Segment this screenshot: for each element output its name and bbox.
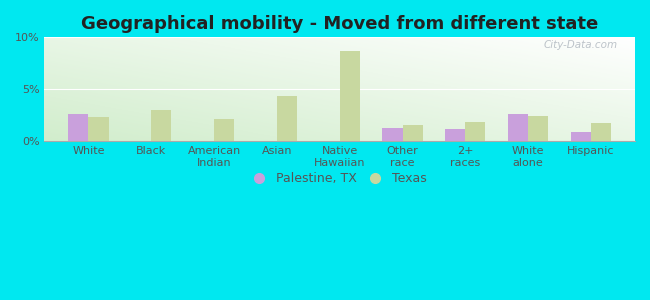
Bar (571, 132, 591, 141)
Bar (445, 129, 465, 141)
Bar (68, 114, 88, 141)
Bar (88, 117, 109, 141)
Bar (591, 124, 611, 141)
Bar (151, 110, 172, 141)
Text: City-Data.com: City-Data.com (543, 40, 618, 50)
Bar (214, 119, 234, 141)
Legend: Palestine, TX, Texas: Palestine, TX, Texas (250, 168, 430, 189)
Bar (402, 124, 423, 141)
Bar (382, 128, 402, 141)
Bar (277, 97, 297, 141)
Title: Geographical mobility - Moved from different state: Geographical mobility - Moved from diffe… (81, 15, 599, 33)
Bar (340, 51, 360, 141)
Bar (465, 122, 486, 141)
Bar (528, 116, 549, 141)
Bar (508, 114, 528, 141)
